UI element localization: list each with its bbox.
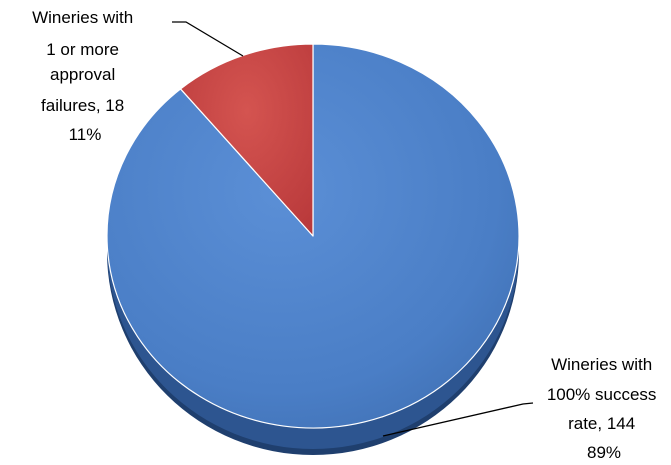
data-label-success-line-3: rate, 144	[568, 414, 635, 433]
data-label-failures-line-2: 1 or more	[46, 40, 119, 59]
data-label-success: Wineries with 100% success rate, 144 89%	[547, 355, 661, 462]
data-label-success-line-1: Wineries with	[551, 355, 652, 374]
data-label-failures-line-5: 11%	[69, 125, 102, 144]
pie-slices	[106, 43, 520, 429]
pie-slice-success	[106, 43, 520, 429]
data-label-success-line-2: 100% success	[547, 385, 657, 404]
leader-line-success	[382, 402, 534, 437]
data-label-failures-line-3: approval	[50, 65, 115, 84]
data-label-failures-line-4: failures, 18	[41, 96, 124, 115]
data-label-failures-line-1: Wineries with	[32, 8, 133, 27]
leader-line-failures	[172, 21, 244, 57]
data-label-failures: Wineries with 1 or more approval failure…	[32, 8, 138, 144]
data-label-success-line-4: 89%	[587, 443, 621, 462]
